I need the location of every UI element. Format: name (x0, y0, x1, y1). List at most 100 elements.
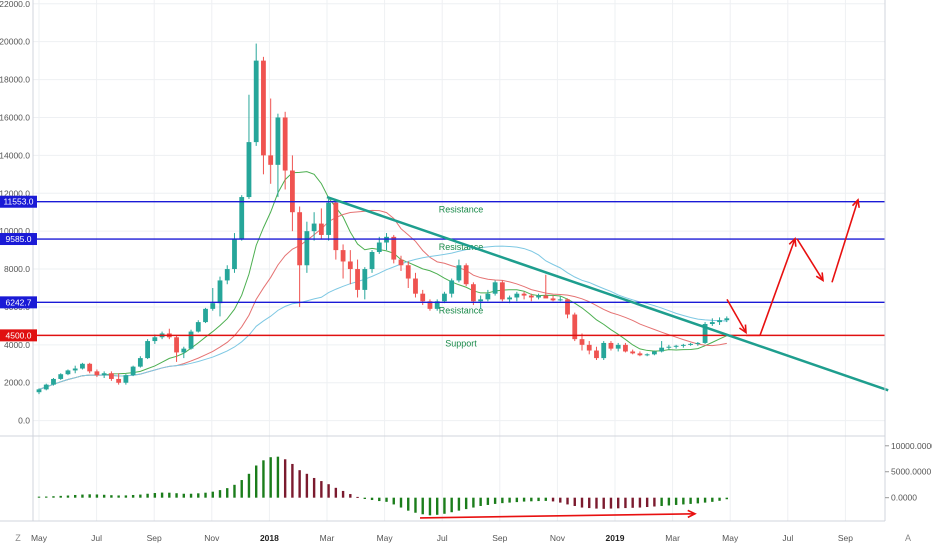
candle-body (492, 282, 498, 294)
candle-body (36, 389, 42, 393)
histogram-bar (711, 497, 714, 502)
projection-arrow-head (788, 237, 797, 247)
candle-body (666, 346, 672, 348)
candle-body (43, 384, 49, 390)
candle-body (680, 344, 686, 346)
candle-body (514, 293, 520, 298)
histogram-bar (305, 473, 309, 498)
histogram-bar (226, 488, 229, 498)
projection-arrow (796, 238, 824, 281)
histogram-bar (276, 456, 280, 498)
candle-body (101, 373, 107, 376)
histogram-bar (175, 493, 178, 498)
candle-body (565, 299, 570, 315)
time-tick-label: May (722, 533, 739, 543)
level-tags: 11553.0 9585.0 6242.7 4500.0 (0, 195, 37, 342)
histogram-bar (667, 497, 671, 506)
histogram-bar (551, 497, 555, 502)
histogram-bar (370, 497, 374, 501)
histogram-bar (197, 493, 200, 498)
histogram-bar (131, 494, 135, 498)
candle-body (130, 366, 136, 376)
candle-body (528, 295, 534, 298)
level-label-support: Support (445, 338, 477, 348)
candle-body (398, 259, 404, 266)
candle-body (304, 231, 310, 266)
candle-body (174, 337, 179, 353)
candle-body (232, 238, 237, 270)
histogram-bar (139, 494, 142, 498)
candle-body (340, 250, 346, 262)
histogram-bar (283, 459, 287, 498)
histogram-bar (631, 497, 634, 508)
histogram-bar (588, 497, 591, 509)
projection-arrow (831, 199, 859, 283)
level-tag-box (0, 296, 37, 309)
trendline (326, 195, 889, 392)
candle-body (652, 351, 657, 355)
moving-averages (38, 171, 728, 390)
histogram-bar (515, 497, 519, 503)
time-tick-label: Mar (320, 533, 335, 543)
moving-average-green (38, 171, 728, 390)
time-tick-label: Nov (550, 533, 566, 543)
histogram-bar (660, 497, 663, 506)
candle-body (644, 354, 650, 356)
histogram-bar (682, 497, 685, 505)
histogram-bar (81, 494, 84, 498)
time-tick-label: 2018 (260, 533, 279, 543)
histogram-bar (443, 497, 446, 514)
histogram-bar (102, 494, 106, 498)
histogram-bar (703, 497, 707, 503)
histogram-bar (189, 493, 193, 498)
candles (36, 43, 730, 395)
candle-body (456, 265, 462, 281)
candle-body (471, 284, 476, 302)
candle-body (80, 363, 85, 369)
histogram-bar (378, 497, 381, 502)
candle-body (333, 202, 339, 251)
histogram-bar (291, 463, 294, 498)
candle-body (463, 265, 469, 285)
histogram-bar (522, 497, 526, 502)
histogram-bar (638, 497, 642, 508)
price-tick-label: 8000.0 (4, 264, 30, 274)
histogram-bar (204, 492, 207, 498)
candle-body (87, 363, 93, 372)
histogram-bar (233, 484, 236, 498)
histogram-bar (609, 497, 613, 509)
price-tick-label: 20000.0 (0, 37, 30, 47)
level-label-resistance: Resistance (439, 242, 484, 252)
level-label-resistance: Resistance (439, 305, 484, 315)
hist-tick-label: 10000.0000 (891, 441, 932, 451)
histogram-bar (255, 465, 258, 498)
candle-body (311, 223, 317, 232)
projection-arrow-head (815, 272, 824, 282)
histogram-bar (421, 497, 424, 515)
time-tick-label: Sep (492, 533, 507, 543)
candle-body (391, 236, 397, 260)
price-tick-label: 10000.0 (0, 226, 30, 236)
candle-body (427, 301, 433, 309)
histogram-bar (182, 493, 185, 498)
time-tick-label: Jul (782, 533, 793, 543)
candle-body (485, 293, 491, 300)
candle-body (420, 293, 426, 302)
candle-body (145, 341, 150, 359)
histogram-bar (37, 496, 41, 498)
histogram-bar (168, 492, 171, 498)
histogram-bar (110, 495, 113, 498)
histogram-bar (580, 497, 584, 508)
candle-body (246, 142, 252, 198)
histogram-bar (493, 497, 497, 504)
price-tick-label: 18000.0 (0, 75, 30, 85)
candle-body (362, 269, 368, 290)
histogram-bar (117, 495, 120, 498)
candle-body (261, 60, 266, 156)
histogram-bar (341, 490, 345, 498)
candle-body (579, 339, 585, 345)
candle-body (536, 295, 541, 298)
histogram-bar (624, 497, 627, 509)
